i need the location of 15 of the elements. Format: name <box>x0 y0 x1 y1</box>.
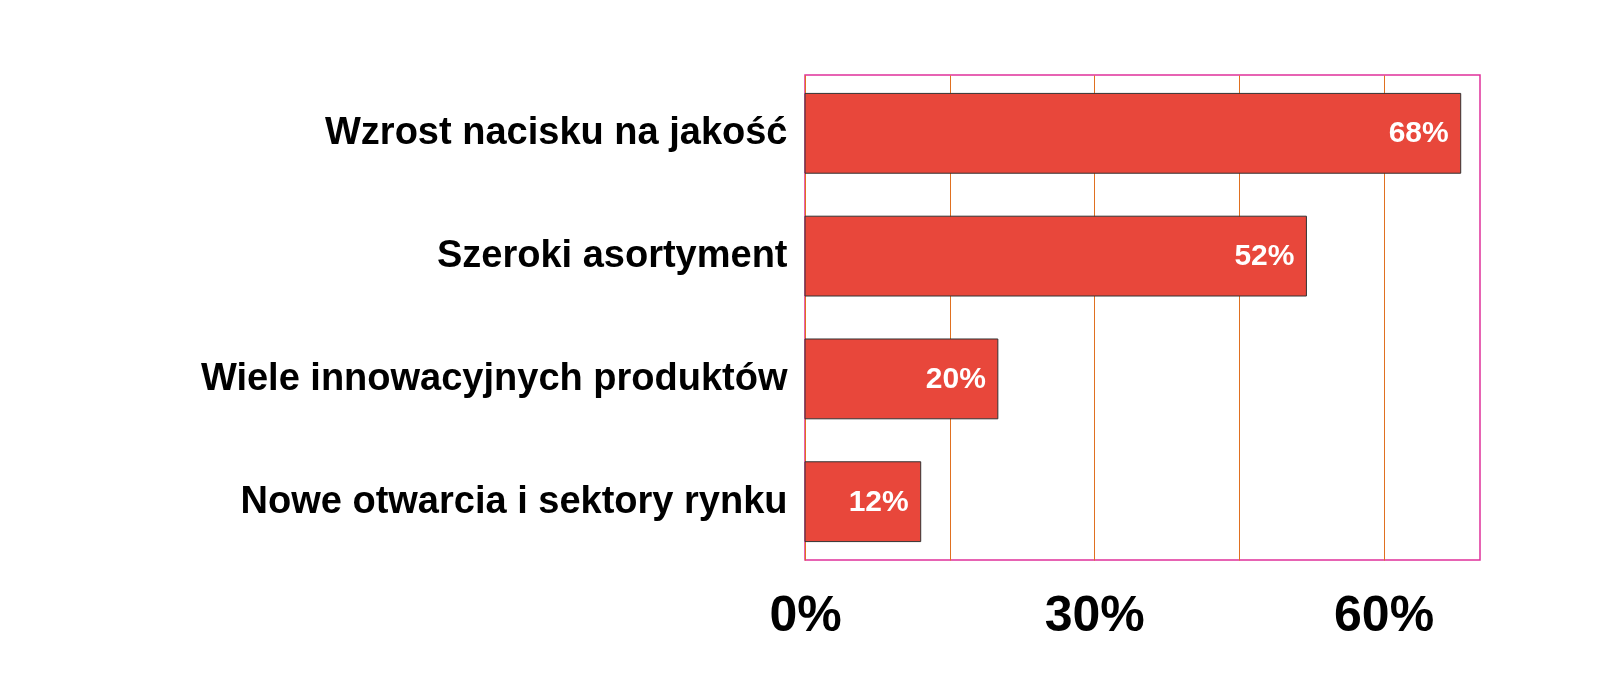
y-tick-label: Nowe otwarcia i sektory rynku <box>240 478 788 521</box>
x-tick-label: 30% <box>1044 585 1145 642</box>
bar <box>804 215 1307 297</box>
y-tick-label: Wiele innowacyjnych produktów <box>200 355 788 398</box>
bar <box>804 461 922 543</box>
y-tick-label: Wzrost nacisku na jakość <box>325 110 788 153</box>
bar <box>804 92 1462 174</box>
data-label: 20% <box>925 360 986 394</box>
data-label: 12% <box>848 483 909 517</box>
y-tick-label: Szeroki asortyment <box>436 233 788 276</box>
bar <box>804 338 999 420</box>
x-tick-label: 60% <box>1334 585 1435 642</box>
data-label: 52% <box>1234 238 1295 272</box>
data-label: 68% <box>1388 115 1449 149</box>
x-tick-label: 0% <box>769 585 842 642</box>
